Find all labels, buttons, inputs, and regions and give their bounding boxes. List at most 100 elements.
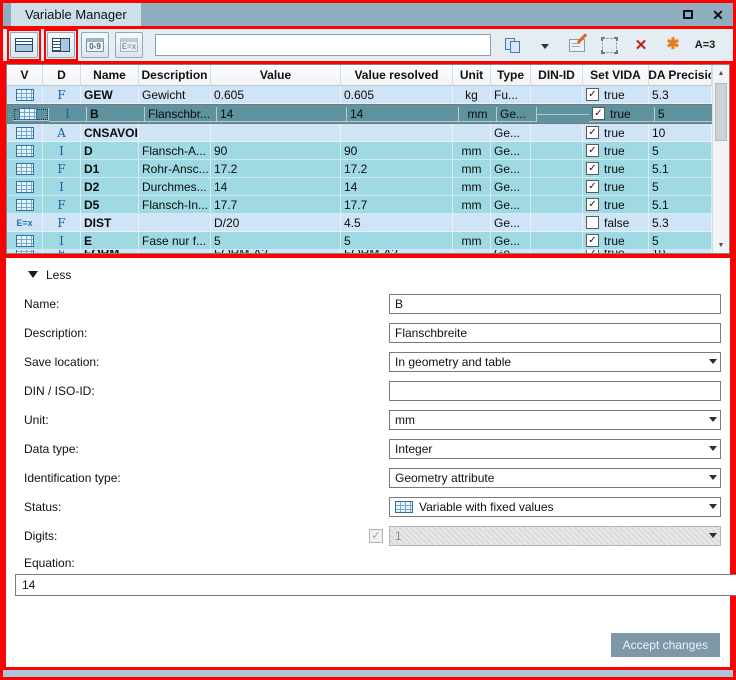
- col-header-din-id[interactable]: DIN-ID: [531, 65, 583, 85]
- table-row[interactable]: I D Flansch-A... 90 90 mm Ge... ✓ true 5: [7, 142, 729, 160]
- checkbox[interactable]: ✓: [586, 198, 599, 211]
- numeric-format-button[interactable]: 0-9: [81, 32, 109, 58]
- delete-button[interactable]: ✕: [630, 32, 652, 58]
- datatype-cell: I: [43, 232, 81, 250]
- description-field[interactable]: Flanschbreite: [389, 322, 721, 343]
- annotation-box-2: [44, 29, 78, 61]
- precision-cell: 5.3: [649, 86, 712, 104]
- checkbox[interactable]: ✓: [586, 126, 599, 139]
- digits-checkbox[interactable]: ✓: [369, 528, 383, 543]
- row-variable-cell: [7, 196, 43, 214]
- name-cell: DIST: [81, 214, 139, 232]
- unit-cell: mm: [453, 232, 491, 250]
- din-iso-id-field[interactable]: [389, 380, 721, 401]
- type-cell: Ge...: [491, 124, 531, 142]
- precision-cell: 5: [649, 142, 712, 160]
- set-vida-cell: ✓true: [583, 142, 649, 160]
- din-iso-id-label: DIN / ISO-ID:: [24, 383, 95, 398]
- unit-cell: mm: [453, 142, 491, 160]
- table-row[interactable]: E=x F DIST D/20 4.5 Ge... false 5.3: [7, 214, 729, 232]
- table-row-clipped[interactable]: F FORM FORM-A2 FORM-A2 Ge... ✓true 10: [7, 250, 729, 253]
- row-variable-cell: [7, 124, 43, 142]
- copy-dropdown-button[interactable]: [534, 32, 556, 58]
- window-frame-bottom: [3, 670, 733, 677]
- table-header-row: V D Name Description Value Value resolve…: [7, 65, 729, 86]
- numeric-format-icon: 0-9: [86, 38, 104, 52]
- description-cell: [139, 124, 211, 142]
- precision-cell: 5.1: [649, 160, 712, 178]
- checkbox[interactable]: [586, 216, 599, 229]
- title-bar: Variable Manager ✕: [3, 3, 733, 29]
- close-button[interactable]: ✕: [703, 3, 733, 26]
- form-row-identification-type: Identification type: Geometry attribute: [6, 463, 730, 492]
- table-row[interactable]: F D5 Flansch-In... 17.7 17.7 mm Ge... ✓ t…: [7, 196, 729, 214]
- scroll-down-button[interactable]: ▼: [713, 237, 729, 253]
- value-cell: D/20: [211, 214, 341, 232]
- col-header-type[interactable]: ˆ Type: [491, 65, 531, 85]
- col-header-unit[interactable]: Unit: [453, 65, 491, 85]
- rename-variables-button[interactable]: A=3: [694, 32, 716, 58]
- col-header-d[interactable]: D: [43, 65, 81, 85]
- table-grid-icon: [15, 162, 34, 175]
- less-expander[interactable]: Less: [28, 267, 730, 283]
- checkbox[interactable]: ✓: [586, 234, 599, 247]
- table-row[interactable]: I E Fase nur f... 5 5 mm Ge... ✓ true 5: [7, 232, 729, 250]
- table-row[interactable]: F D1 Rohr-Ansc... 17.2 17.2 mm Ge... ✓ tr…: [7, 160, 729, 178]
- col-header-value[interactable]: Value: [211, 65, 341, 85]
- col-header-ida-precision[interactable]: IDA Precisio: [649, 65, 712, 85]
- accept-changes-button[interactable]: Accept changes: [610, 633, 720, 657]
- value-resolved-cell: 17.2: [341, 160, 453, 178]
- equation-field[interactable]: 14: [15, 574, 736, 596]
- copy-button[interactable]: [502, 32, 524, 58]
- scrollbar-track[interactable]: [713, 141, 729, 237]
- checkbox[interactable]: ✓: [592, 107, 605, 120]
- type-cell: Ge...: [491, 232, 531, 250]
- type-cell: Ge...: [491, 196, 531, 214]
- maximize-button[interactable]: [673, 3, 703, 26]
- value-resolved-cell: [341, 124, 453, 142]
- description-cell: Flansch-A...: [139, 142, 211, 160]
- col-header-name[interactable]: Name: [81, 65, 139, 85]
- checkbox[interactable]: ✓: [586, 88, 599, 101]
- scrollbar-thumb[interactable]: [715, 83, 727, 141]
- filter-input[interactable]: [155, 34, 491, 56]
- status-dropdown[interactable]: Variable with fixed values: [389, 496, 721, 517]
- table-vertical-scrollbar[interactable]: ▲ ▼: [712, 65, 729, 253]
- checkbox[interactable]: ✓: [586, 250, 599, 253]
- edit-button[interactable]: [566, 32, 588, 58]
- formula-button[interactable]: E=x: [115, 32, 143, 58]
- unit-cell: mm: [453, 178, 491, 196]
- col-header-set-vida[interactable]: Set VIDA: [583, 65, 649, 85]
- checkbox[interactable]: ✓: [586, 144, 599, 157]
- set-vida-cell: ✓true: [583, 178, 649, 196]
- col-header-v[interactable]: V: [7, 65, 43, 85]
- datatype-cell: F: [43, 250, 81, 253]
- identification-type-dropdown[interactable]: Geometry attribute: [389, 467, 721, 488]
- chevron-down-icon: [541, 43, 549, 53]
- window-title-tab[interactable]: Variable Manager: [11, 3, 141, 26]
- table-row-selected[interactable]: I B Flanschbr... 14 14 mm Ge... ✓ true 5: [7, 104, 729, 124]
- table-row[interactable]: I D2 Durchmes... 14 14 mm Ge... ✓ true 5: [7, 178, 729, 196]
- name-field[interactable]: B: [389, 293, 721, 314]
- checkbox[interactable]: ✓: [586, 180, 599, 193]
- type-cell: Ge...: [491, 178, 531, 196]
- row-variable-cell: [7, 86, 43, 104]
- selection-frame-button[interactable]: [598, 32, 620, 58]
- data-type-label: Data type:: [24, 441, 79, 456]
- horizontal-layout-button[interactable]: [10, 32, 38, 58]
- scroll-up-button[interactable]: ▲: [713, 65, 729, 81]
- table-row[interactable]: A CNSAVOID Ge... ✓true 10: [7, 124, 729, 142]
- vertical-layout-button[interactable]: [47, 32, 75, 58]
- col-header-description[interactable]: Description: [139, 65, 211, 85]
- precision-cell: 5.1: [649, 196, 712, 214]
- save-location-dropdown[interactable]: In geometry and table: [389, 351, 721, 372]
- precision-cell: 10: [649, 124, 712, 142]
- table-row[interactable]: F GEW Gewicht 0.605 0.605 kg Fu... ✓ true…: [7, 86, 729, 104]
- settings-button[interactable]: ✱: [662, 32, 684, 58]
- col-header-value-resolved[interactable]: Value resolved: [341, 65, 453, 85]
- checkbox[interactable]: ✓: [586, 162, 599, 175]
- data-type-dropdown[interactable]: Integer: [389, 438, 721, 459]
- din-id-cell: [531, 124, 583, 142]
- unit-dropdown[interactable]: mm: [389, 409, 721, 430]
- description-cell: Fase nur f...: [139, 232, 211, 250]
